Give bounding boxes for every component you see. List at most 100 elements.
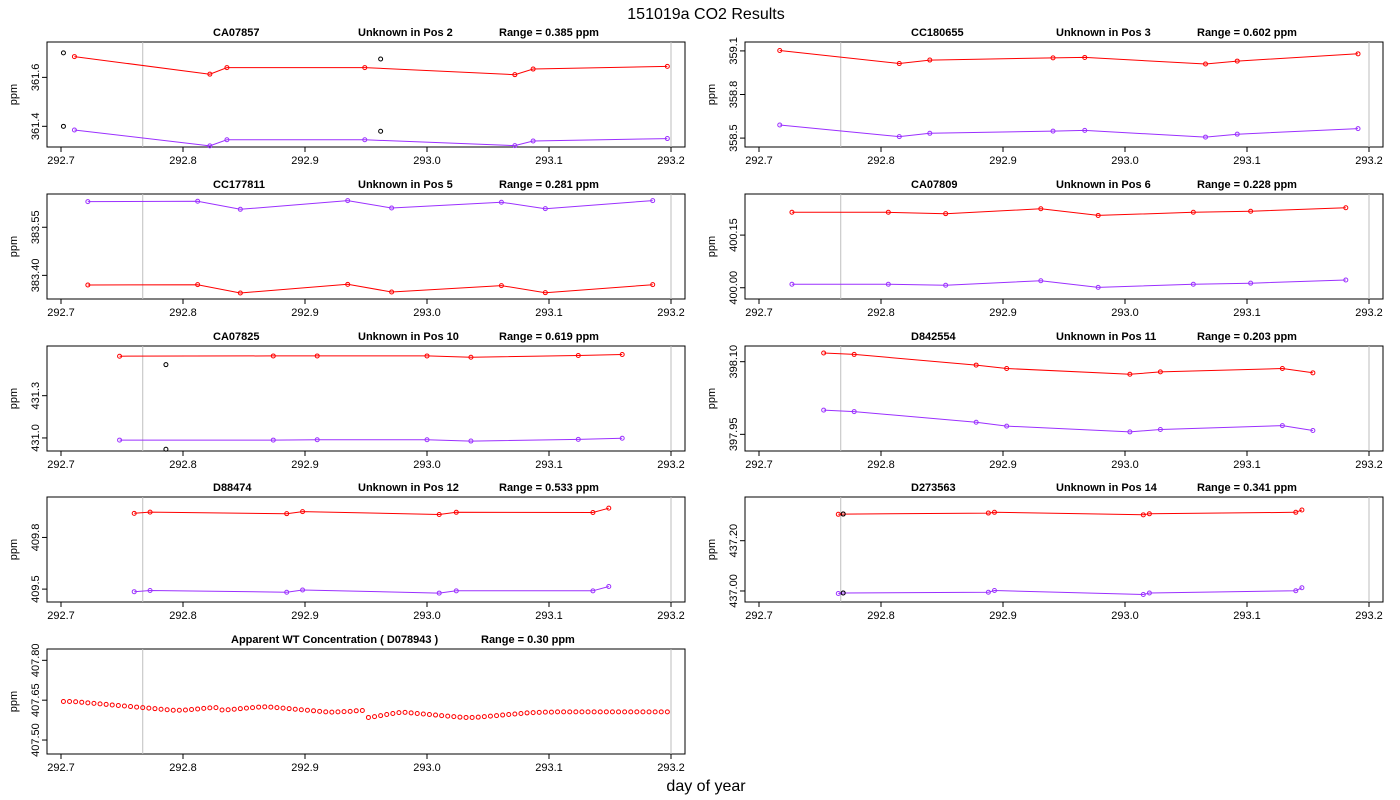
data-point xyxy=(1004,365,1010,371)
wt-data-point xyxy=(384,712,390,718)
wt-data-point xyxy=(573,709,579,715)
x-tick-label: 293.1 xyxy=(535,155,563,167)
chart-panel-4: CA07809 Unknown in Pos 6 Range = 0.228 ppm… xyxy=(706,179,1384,319)
wt-data-point xyxy=(475,714,481,720)
marker-point xyxy=(378,56,384,62)
y-tick-label: 359.1 xyxy=(728,37,740,65)
x-tick-label: 293.1 xyxy=(1233,307,1261,319)
data-point xyxy=(512,72,518,78)
x-tick-label: 292.8 xyxy=(169,307,197,319)
data-point xyxy=(436,590,442,596)
wt-data-point xyxy=(469,714,475,720)
data-point xyxy=(1157,427,1163,432)
data-point xyxy=(789,281,795,287)
series-line-lower xyxy=(74,129,668,147)
y-tick-label: 383.55 xyxy=(30,210,42,244)
wt-data-point xyxy=(365,714,371,720)
data-point xyxy=(362,137,368,143)
y-tick-label: 358.8 xyxy=(728,81,740,109)
x-tick-label: 292.9 xyxy=(989,307,1017,319)
wt-data-point xyxy=(103,701,109,707)
wt-data-point xyxy=(518,710,524,716)
wt-data-point xyxy=(664,709,670,715)
wt-data-point xyxy=(298,707,304,713)
wt-data-point xyxy=(579,709,585,715)
y-axis-label: ppm xyxy=(706,84,718,105)
x-tick-label: 293.0 xyxy=(413,762,441,774)
series-line-lower xyxy=(119,437,623,442)
panels-group: CA07857 Unknown in Pos 2 Range = 0.385 ppm… xyxy=(8,27,1384,774)
data-point xyxy=(1310,370,1316,376)
plot-frame xyxy=(744,193,1384,300)
data-point xyxy=(530,138,536,144)
wt-data-point xyxy=(585,709,591,715)
x-tick-label: 292.8 xyxy=(867,610,895,622)
data-point xyxy=(117,353,123,359)
series-line-upper xyxy=(779,50,1359,65)
data-point xyxy=(985,589,991,595)
y-tick-label: 398.10 xyxy=(728,345,740,379)
data-point xyxy=(991,587,997,593)
wt-data-point xyxy=(561,709,567,715)
panel-title-part: D842554 xyxy=(911,331,957,343)
chart-panel-2: CC180655 Unknown in Pos 3 Range = 0.602 pp… xyxy=(706,27,1384,167)
data-point xyxy=(542,290,548,296)
wt-data-point xyxy=(530,710,536,716)
y-axis-label: ppm xyxy=(706,388,718,409)
plot-frame xyxy=(744,496,1384,603)
y-tick-label: 437.00 xyxy=(728,574,740,608)
data-point xyxy=(927,130,933,136)
wt-data-point xyxy=(189,706,195,712)
data-point xyxy=(207,143,213,149)
wt-data-point xyxy=(372,714,378,720)
data-point xyxy=(424,437,430,443)
data-point xyxy=(1082,54,1088,60)
x-tick-label: 293.1 xyxy=(1233,459,1261,471)
wt-data-point xyxy=(292,706,298,712)
wt-data-point xyxy=(286,706,292,712)
wt-data-point xyxy=(201,705,207,711)
wt-data-point xyxy=(121,703,127,709)
data-point xyxy=(1355,126,1361,132)
y-tick-label: 407.65 xyxy=(30,683,42,717)
y-tick-label: 431.3 xyxy=(30,382,42,410)
panel-title-part: CC180655 xyxy=(911,27,964,39)
x-tick-label: 292.7 xyxy=(745,610,773,622)
wt-data-point xyxy=(323,709,329,715)
wt-data-point xyxy=(225,707,231,713)
data-point xyxy=(237,290,243,296)
panel-title-part: Range = 0.385 ppm xyxy=(499,27,599,39)
data-point xyxy=(590,509,596,515)
data-point xyxy=(389,289,395,295)
wt-data-point xyxy=(170,707,176,713)
y-axis-label: ppm xyxy=(706,236,718,257)
y-tick-label: 409.8 xyxy=(30,524,42,552)
data-point xyxy=(284,589,290,595)
data-point xyxy=(512,143,518,149)
wt-data-point xyxy=(439,713,445,719)
data-point xyxy=(650,198,656,204)
data-point xyxy=(619,352,625,358)
data-point xyxy=(71,54,77,60)
data-point xyxy=(1050,55,1056,61)
data-point xyxy=(345,198,351,204)
chart-panel-1: CA07857 Unknown in Pos 2 Range = 0.385 ppm… xyxy=(8,27,686,167)
data-point xyxy=(789,209,795,215)
y-tick-label: 431.0 xyxy=(30,424,42,452)
wt-data-point xyxy=(481,714,487,720)
wt-data-point xyxy=(414,710,420,716)
data-point xyxy=(777,122,783,128)
wt-data-point xyxy=(280,705,286,711)
x-tick-label: 292.8 xyxy=(169,155,197,167)
data-point xyxy=(1127,371,1133,377)
wt-data-point xyxy=(353,708,359,714)
wt-data-point xyxy=(359,708,365,714)
x-tick-label: 293.2 xyxy=(657,155,685,167)
wt-data-point xyxy=(207,705,213,711)
data-point xyxy=(224,137,230,143)
x-tick-label: 293.2 xyxy=(1355,307,1383,319)
wt-data-point xyxy=(548,709,554,715)
y-tick-label: 397.95 xyxy=(728,418,740,452)
x-tick-label: 292.8 xyxy=(169,762,197,774)
data-point xyxy=(1190,209,1196,215)
